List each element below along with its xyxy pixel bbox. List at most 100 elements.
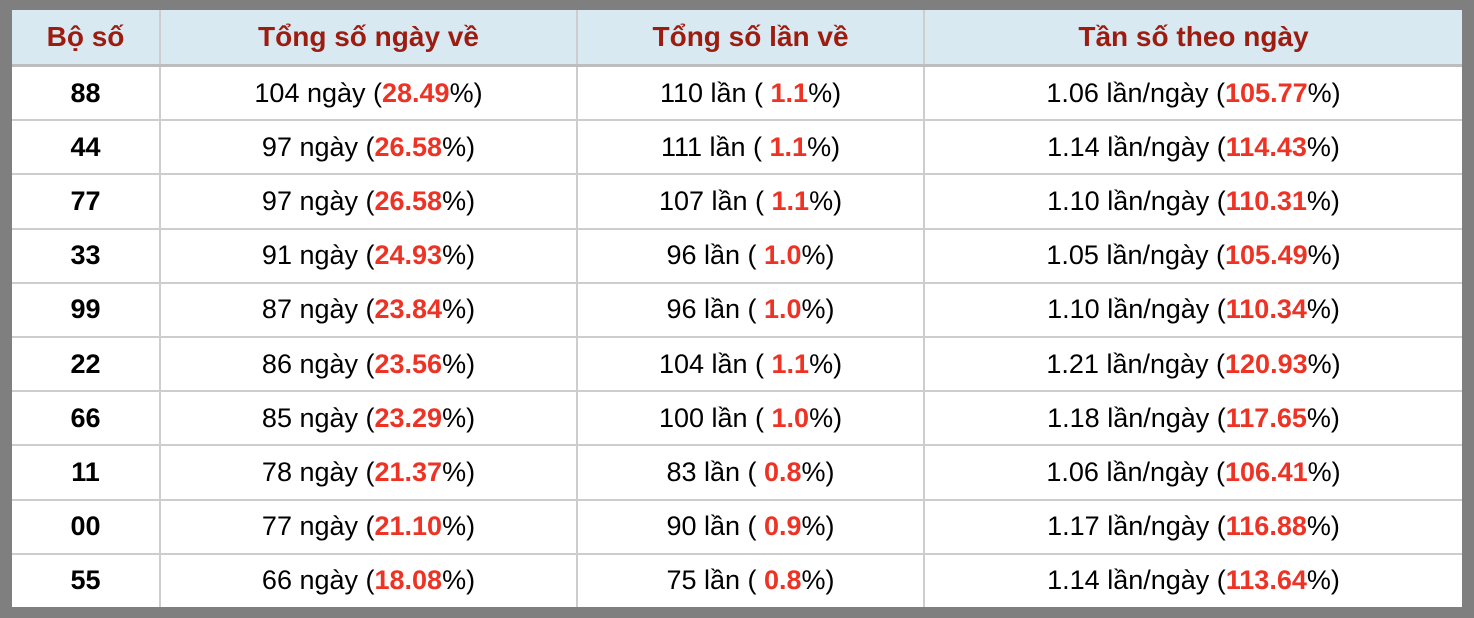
pair-number: 55	[12, 552, 161, 607]
stat-text: %)	[809, 402, 843, 433]
stat-text: 75 lần (	[666, 565, 764, 596]
stat-text: 97 ngày (	[261, 131, 375, 162]
stat-percentage: 0.8	[764, 565, 802, 596]
total-days-cell: 87 ngày (23.84%)	[159, 281, 578, 338]
header-pair: Bộ số	[12, 10, 161, 67]
stat-text: 86 ngày (	[261, 348, 375, 379]
table-row: 66 85 ngày (23.29%) 100 lần ( 1.0%) 1.18 lầ…	[12, 390, 1462, 447]
stat-text: %)	[1306, 185, 1340, 216]
stat-percentage: 21.10	[374, 511, 443, 542]
stat-text: %)	[1306, 511, 1340, 542]
stat-text: 66 ngày (	[261, 565, 375, 596]
pair-number: 22	[12, 335, 161, 393]
stat-percentage: 0.9	[764, 511, 802, 542]
total-times-cell: 83 lần ( 0.8%)	[576, 444, 925, 501]
total-times-cell: 107 lần ( 1.1%)	[576, 173, 925, 230]
stat-text: 111 lần (	[660, 131, 770, 162]
stat-text: 107 lần (	[658, 185, 772, 216]
total-times-cell: 100 lần ( 1.0%)	[576, 390, 925, 447]
table-header-row: Bộ số Tổng số ngày về Tổng số lần về Tần…	[12, 10, 1462, 67]
stat-percentage: 113.64	[1225, 565, 1307, 596]
stat-text: %)	[807, 131, 841, 162]
table-row: 88 104 ngày (28.49%) 110 lần ( 1.1%) 1.06 l…	[12, 64, 1462, 122]
stat-text: 1.17 lần/ngày (	[1047, 511, 1226, 542]
stat-percentage: 106.41	[1225, 456, 1308, 487]
stat-text: %)	[801, 294, 835, 325]
pair-number: 44	[12, 119, 161, 176]
total-times-cell: 96 lần ( 1.0%)	[576, 281, 925, 338]
total-days-cell: 77 ngày (21.10%)	[159, 498, 578, 555]
total-days-cell: 86 ngày (23.56%)	[159, 335, 578, 393]
header-frequency-per-day: Tần số theo ngày	[923, 10, 1462, 67]
stat-text: %)	[442, 511, 476, 542]
stat-percentage: 105.77	[1225, 77, 1308, 108]
stat-text: 1.10 lần/ngày (	[1047, 294, 1226, 325]
table-row: 11 78 ngày (21.37%) 83 lần ( 0.8%) 1.06 lần…	[12, 444, 1462, 501]
total-times-cell: 104 lần ( 1.1%)	[576, 335, 925, 393]
stat-percentage: 110.34	[1225, 294, 1307, 325]
total-times-cell: 75 lần ( 0.8%)	[576, 552, 925, 607]
total-times-cell: 90 lần ( 0.9%)	[576, 498, 925, 555]
stat-text: %)	[442, 402, 476, 433]
frequency-cell: 1.05 lần/ngày (105.49%)	[923, 227, 1462, 284]
stat-percentage: 21.37	[374, 456, 443, 487]
stat-text: 1.14 lần/ngày (	[1047, 565, 1226, 596]
stat-text: %)	[442, 240, 476, 271]
stat-text: 104 lần (	[658, 348, 772, 379]
stat-text: 1.06 lần/ngày (	[1046, 456, 1226, 487]
stat-text: %)	[1306, 565, 1340, 596]
stat-text: %)	[808, 77, 842, 108]
pair-number: 33	[12, 227, 161, 284]
stat-text: %)	[801, 456, 835, 487]
stat-text: 96 lần (	[666, 294, 764, 325]
stat-text: %)	[1307, 77, 1341, 108]
stat-percentage: 26.58	[374, 185, 443, 216]
table-row: 22 86 ngày (23.56%) 104 lần ( 1.1%) 1.21 lầ…	[12, 335, 1462, 393]
stat-text: 87 ngày (	[261, 294, 375, 325]
stat-text: %)	[1306, 294, 1340, 325]
pair-number: 99	[12, 281, 161, 338]
stat-percentage: 23.84	[374, 294, 443, 325]
frequency-cell: 1.17 lần/ngày (116.88%)	[923, 498, 1462, 555]
stat-text: %)	[1307, 240, 1341, 271]
stat-text: %)	[442, 131, 476, 162]
stat-text: 96 lần (	[666, 240, 764, 271]
stat-text: 83 lần (	[666, 456, 764, 487]
stat-text: %)	[1306, 402, 1340, 433]
table-row: 33 91 ngày (24.93%) 96 lần ( 1.0%) 1.05 lần…	[12, 227, 1462, 284]
stat-text: %)	[442, 348, 476, 379]
stat-percentage: 116.88	[1225, 511, 1307, 542]
total-times-cell: 110 lần ( 1.1%)	[576, 64, 925, 122]
stat-text: 1.10 lần/ngày (	[1047, 185, 1226, 216]
pair-number: 77	[12, 173, 161, 230]
table-body: 88 104 ngày (28.49%) 110 lần ( 1.1%) 1.06 l…	[12, 64, 1462, 607]
frequency-cell: 1.21 lần/ngày (120.93%)	[923, 335, 1462, 393]
total-days-cell: 78 ngày (21.37%)	[159, 444, 578, 501]
stat-percentage: 26.58	[374, 131, 443, 162]
table-row: 44 97 ngày (26.58%) 111 lần ( 1.1%) 1.14 lầ…	[12, 119, 1462, 176]
stat-text: 1.21 lần/ngày (	[1046, 348, 1226, 379]
total-times-cell: 96 lần ( 1.0%)	[576, 227, 925, 284]
stat-text: 97 ngày (	[261, 185, 375, 216]
stat-percentage: 105.49	[1225, 240, 1308, 271]
pair-number: 00	[12, 498, 161, 555]
stat-text: 1.14 lần/ngày (	[1047, 131, 1226, 162]
stat-text: 77 ngày (	[261, 511, 375, 542]
total-days-cell: 104 ngày (28.49%)	[159, 64, 578, 122]
frequency-cell: 1.10 lần/ngày (110.34%)	[923, 281, 1462, 338]
stat-percentage: 24.93	[374, 240, 443, 271]
frequency-cell: 1.06 lần/ngày (106.41%)	[923, 444, 1462, 501]
header-total-times: Tổng số lần về	[576, 10, 925, 67]
stat-text: %)	[449, 77, 483, 108]
stat-percentage: 1.0	[764, 240, 802, 271]
stat-text: %)	[1307, 348, 1341, 379]
stat-text: 1.05 lần/ngày (	[1046, 240, 1226, 271]
stat-text: %)	[442, 185, 476, 216]
total-days-cell: 97 ngày (26.58%)	[159, 173, 578, 230]
frequency-cell: 1.14 lần/ngày (113.64%)	[923, 552, 1462, 607]
stat-text: 104 ngày (	[254, 77, 382, 108]
stat-percentage: 1.0	[764, 294, 802, 325]
stat-text: %)	[809, 348, 843, 379]
table-row: 00 77 ngày (21.10%) 90 lần ( 0.9%) 1.17 lần…	[12, 498, 1462, 555]
